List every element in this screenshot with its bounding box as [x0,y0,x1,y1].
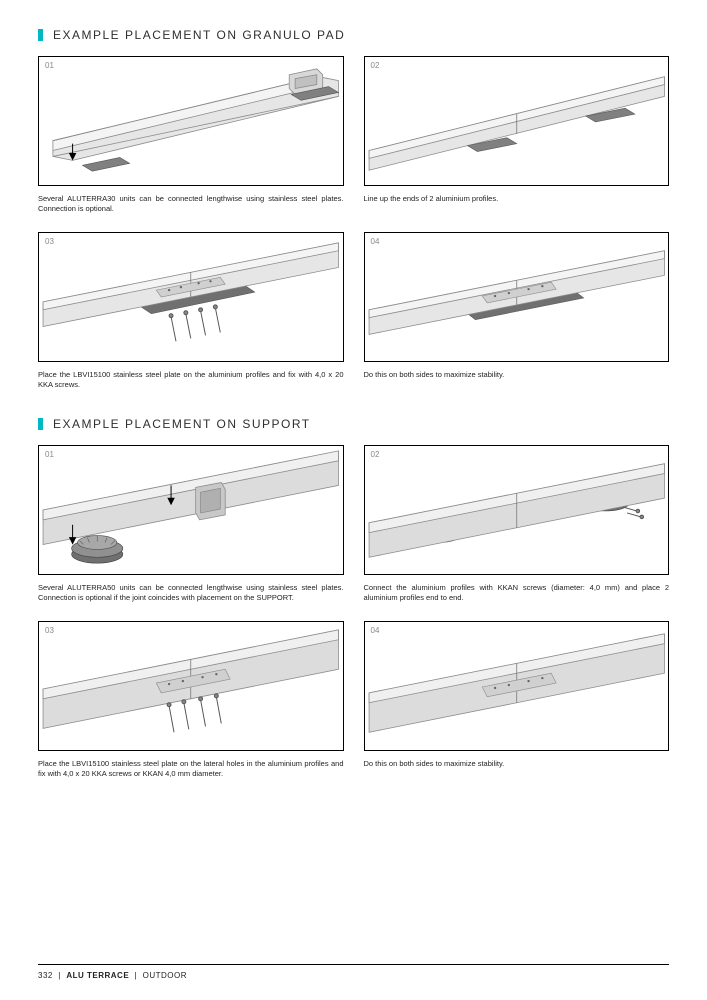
accent-bar [38,418,43,430]
page-number: 332 [38,971,53,980]
section-header-granulo: EXAMPLE PLACEMENT ON GRANULO PAD [38,28,669,42]
figure-support-01: 01 [38,445,344,575]
diagram-svg [39,57,343,185]
diagram-svg [365,446,669,574]
diagram-svg [39,622,343,750]
footer-category: OUTDOOR [143,971,187,980]
diagram-svg [39,446,343,574]
figure-caption: Line up the ends of 2 aluminium profiles… [364,194,670,204]
figure-granulo-02: 02 [364,56,670,186]
section-header-support: EXAMPLE PLACEMENT ON SUPPORT [38,417,669,431]
figure-number: 02 [371,450,380,459]
figure-number: 02 [371,61,380,70]
figure-caption: Do this on both sides to maximize stabil… [364,370,670,380]
step-cell: 02 [364,445,670,603]
figure-granulo-03: 03 [38,232,344,362]
figure-caption: Several ALUTERRA30 units can be connecte… [38,194,344,214]
diagram-svg [365,622,669,750]
step-cell: 04 Do this on both sides to maximize sta… [364,232,670,390]
step-cell: 02 Line up the ends of 2 aluminium profi… [364,56,670,214]
figure-granulo-04: 04 [364,232,670,362]
figure-support-03: 03 [38,621,344,751]
footer-text: 332 | ALU TERRACE | OUTDOOR [38,971,669,980]
step-cell: 03 [38,621,344,779]
page-footer: 332 | ALU TERRACE | OUTDOOR [38,964,669,980]
figure-support-04: 04 [364,621,670,751]
step-cell: 04 Do this on both sides to maximize sta… [364,621,670,779]
footer-product: ALU TERRACE [66,971,129,980]
footer-divider [38,964,669,965]
figure-caption: Do this on both sides to maximize stabil… [364,759,670,769]
granulo-grid: 01 [38,56,669,391]
diagram-svg [365,233,669,361]
figure-number: 01 [45,450,54,459]
diagram-svg [39,233,343,361]
figure-number: 03 [45,626,54,635]
figure-support-02: 02 [364,445,670,575]
section-title: EXAMPLE PLACEMENT ON SUPPORT [53,417,311,431]
accent-bar [38,29,43,41]
figure-caption: Place the LBVI15100 stainless steel plat… [38,370,344,390]
figure-caption: Place the LBVI15100 stainless steel plat… [38,759,344,779]
figure-number: 04 [371,237,380,246]
support-grid: 01 [38,445,669,780]
step-cell: 01 [38,56,344,214]
figure-number: 03 [45,237,54,246]
step-cell: 03 [38,232,344,390]
diagram-svg [365,57,669,185]
figure-number: 01 [45,61,54,70]
figure-granulo-01: 01 [38,56,344,186]
section-title: EXAMPLE PLACEMENT ON GRANULO PAD [53,28,345,42]
step-cell: 01 [38,445,344,603]
figure-caption: Several ALUTERRA50 units can be connecte… [38,583,344,603]
figure-number: 04 [371,626,380,635]
figure-caption: Connect the aluminium profiles with KKAN… [364,583,670,603]
